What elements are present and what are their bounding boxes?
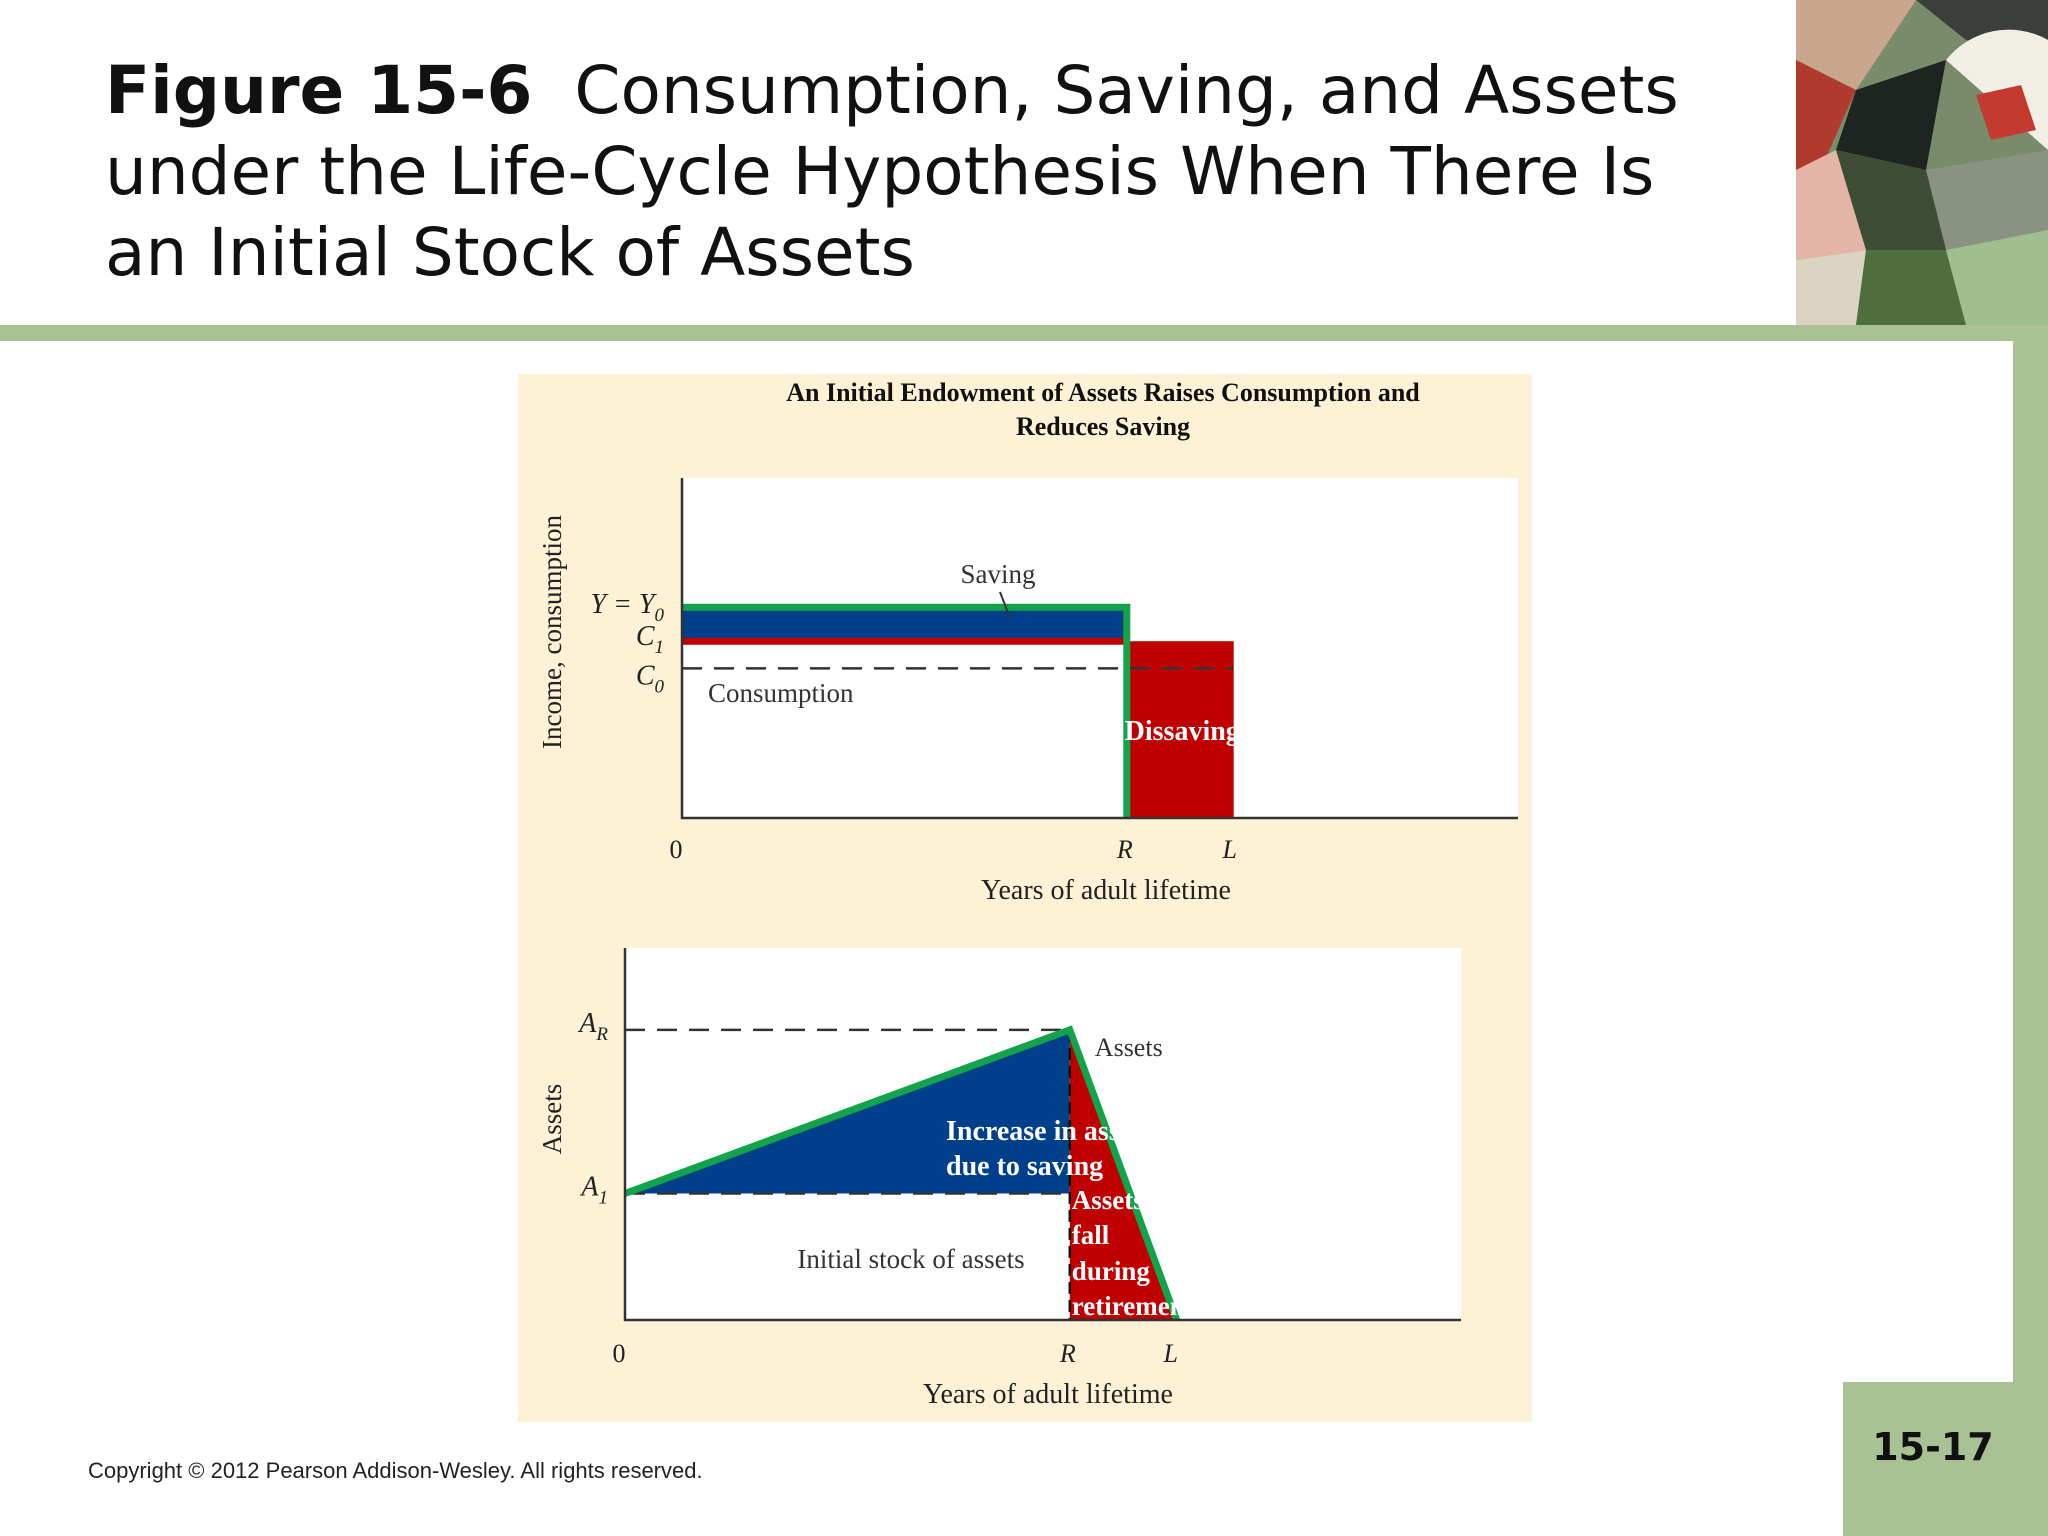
increase-label-line-2: due to saving (946, 1151, 1103, 1182)
title-line-1: Consumption, Saving, and Assets (574, 52, 1679, 129)
bottom-x-tick-l: L (1162, 1339, 1177, 1368)
dissaving-block (1126, 641, 1234, 818)
page-number-tab (1843, 1382, 2048, 1536)
assets-path-line (623, 1025, 1180, 1322)
figure-number: Figure 15-6 (105, 52, 533, 129)
top-chart: Income, consumption Y = Y0 C1 C0 0 R L Y… (537, 478, 1518, 906)
bottom-y-axis-label: Assets (537, 1084, 567, 1155)
assets-label: Assets (1095, 1033, 1163, 1062)
y-label-ar: AR (577, 1008, 608, 1045)
dissaving-label: Dissaving (1125, 716, 1240, 747)
y-label-a1: A1 (579, 1172, 608, 1209)
fall-label-line-2: fall (1072, 1220, 1110, 1250)
increase-label-line-1: Increase in assets (946, 1116, 1152, 1147)
y-label-income: Y = Y0 (590, 589, 664, 626)
fall-label-line-4: retirement (1072, 1291, 1194, 1321)
figure-title-line-2: Reduces Saving (1016, 412, 1190, 441)
saving-pointer (999, 591, 1011, 619)
initial-stock-label: Initial stock of assets (797, 1244, 1024, 1274)
top-x-axis-label: Years of adult lifetime (981, 875, 1231, 906)
header-divider-bar (0, 325, 2048, 341)
top-x-tick-r: R (1116, 835, 1133, 864)
top-plot-area (682, 478, 1518, 818)
right-side-bar (2013, 341, 2048, 1536)
saving-band (682, 607, 1127, 642)
top-axes (680, 478, 1518, 820)
top-x-tick-zero: 0 (670, 835, 683, 864)
slide-title: Figure 15-6 Consumption, Saving, and Ass… (105, 50, 1785, 293)
bottom-chart: Assets AR A1 0 R L Years of adult lifeti… (537, 948, 1461, 1410)
bottom-x-tick-zero: 0 (613, 1339, 626, 1368)
copyright-notice: Copyright © 2012 Pearson Addison-Wesley.… (88, 1458, 703, 1483)
y-label-c1: C1 (636, 621, 664, 658)
figure-title-line-1: An Initial Endowment of Assets Raises Co… (786, 378, 1420, 407)
top-x-tick-l: L (1221, 835, 1236, 864)
fall-label-line-1: Assets (1072, 1185, 1144, 1215)
figure-panel: An Initial Endowment of Assets Raises Co… (518, 374, 1532, 1422)
page-number: 15-17 (1872, 1425, 1994, 1469)
fall-label-line-3: during (1072, 1256, 1151, 1286)
bottom-x-tick-r: R (1059, 1339, 1076, 1368)
y-label-c0: C0 (636, 660, 665, 697)
title-line-3: an Initial Stock of Assets (105, 214, 915, 291)
title-line-2: under the Life-Cycle Hypothesis When The… (105, 133, 1655, 210)
bottom-axes (623, 948, 1461, 1322)
income-line (682, 603, 1131, 818)
consumption-label: Consumption (708, 678, 854, 708)
decorative-corner-art (1796, 0, 2048, 325)
top-y-axis-label: Income, consumption (537, 515, 567, 749)
saving-label: Saving (960, 559, 1035, 589)
bottom-x-axis-label: Years of adult lifetime (923, 1379, 1173, 1410)
